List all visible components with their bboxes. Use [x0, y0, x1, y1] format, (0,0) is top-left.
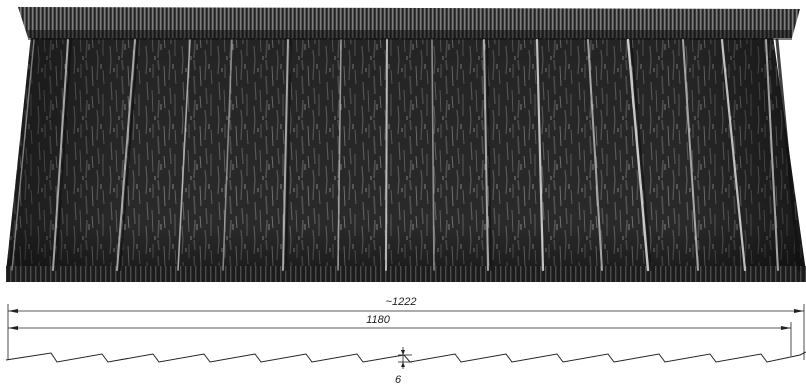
panel-top-ridge-shadow	[28, 30, 792, 40]
roof-panel-image	[6, 7, 806, 282]
overall-width-label: ~1222	[386, 296, 417, 308]
profile-depth-label: 6	[395, 374, 402, 386]
dimension-drawing	[5, 304, 806, 369]
effective-width-label: 1180	[366, 314, 391, 326]
effective-width-dimension	[8, 326, 791, 330]
panel-seams	[11, 38, 801, 272]
overall-width-dimension	[8, 309, 804, 313]
profile-depth-dimension	[398, 347, 412, 369]
panel-profile-line	[5, 351, 806, 363]
panel-bottom-edge	[6, 266, 806, 282]
panel-vertical-shading	[6, 36, 806, 272]
